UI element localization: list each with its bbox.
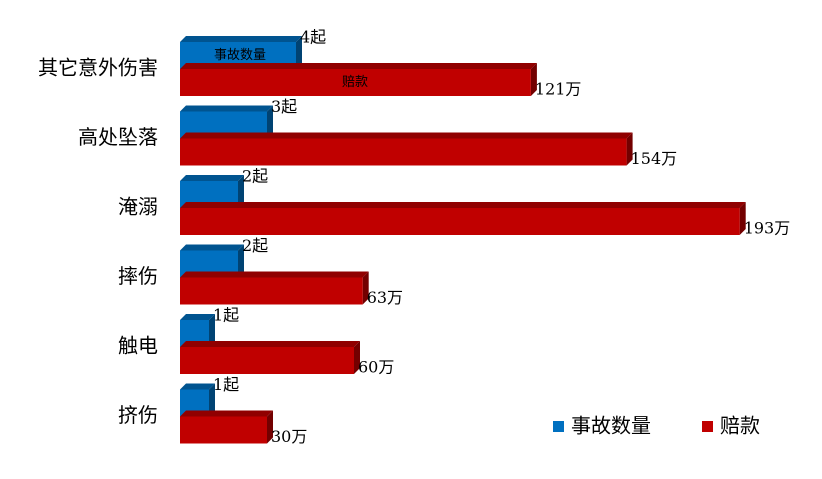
bar-side: [626, 132, 633, 166]
value-label: 3起: [271, 97, 297, 116]
bar-top: [180, 36, 302, 42]
category-label: 摔伤: [118, 264, 158, 288]
bar-side: [296, 36, 302, 69]
value-label: 4起: [300, 28, 326, 47]
bar-side: [530, 63, 537, 96]
bar-series-label: 赔款: [342, 75, 368, 90]
category-label: 触电: [118, 334, 158, 358]
category-label: 高处坠落: [78, 125, 158, 149]
bar-side: [209, 314, 215, 347]
bar: [180, 69, 531, 96]
value-label: 63万: [367, 288, 403, 307]
bar-top: [180, 244, 244, 251]
bar-side: [238, 175, 244, 208]
bar-top: [180, 314, 215, 320]
legend-label: 赔款: [720, 414, 760, 438]
bar-top: [180, 202, 746, 208]
bar-top: [180, 63, 537, 69]
bar-top: [180, 383, 215, 390]
value-label: 60万: [358, 358, 394, 377]
value-label: 121万: [535, 80, 582, 99]
legend-swatch: [553, 421, 564, 432]
bar-side: [209, 383, 215, 417]
bar-side: [362, 271, 369, 305]
legend-swatch: [702, 421, 713, 432]
value-label: 2起: [242, 167, 268, 186]
bar-side: [354, 341, 360, 374]
bar-top: [180, 132, 633, 139]
category-label: 淹溺: [118, 195, 158, 219]
bar-top: [180, 271, 369, 278]
bar: [180, 277, 363, 305]
bar: [180, 416, 267, 444]
value-label: 2起: [242, 236, 268, 255]
bar-side: [739, 202, 746, 235]
bar: [180, 347, 354, 374]
bar-series-label: 事故数量: [214, 48, 266, 63]
legend-label: 事故数量: [571, 414, 651, 438]
bar-side: [267, 410, 273, 444]
bar-top: [180, 105, 273, 112]
bar-top: [180, 410, 273, 417]
bar-side: [267, 105, 273, 139]
bar-side: [238, 244, 244, 278]
bar-top: [180, 175, 244, 181]
value-label: 1起: [213, 375, 239, 394]
value-label: 30万: [271, 427, 307, 446]
category-label: 挤伤: [118, 403, 158, 427]
bar: [180, 208, 740, 235]
value-label: 1起: [213, 306, 239, 325]
value-label: 154万: [631, 149, 678, 168]
category-label: 其它意外伤害: [38, 56, 158, 80]
bar: [180, 138, 627, 166]
bar-top: [180, 341, 360, 347]
value-label: 193万: [744, 219, 791, 238]
